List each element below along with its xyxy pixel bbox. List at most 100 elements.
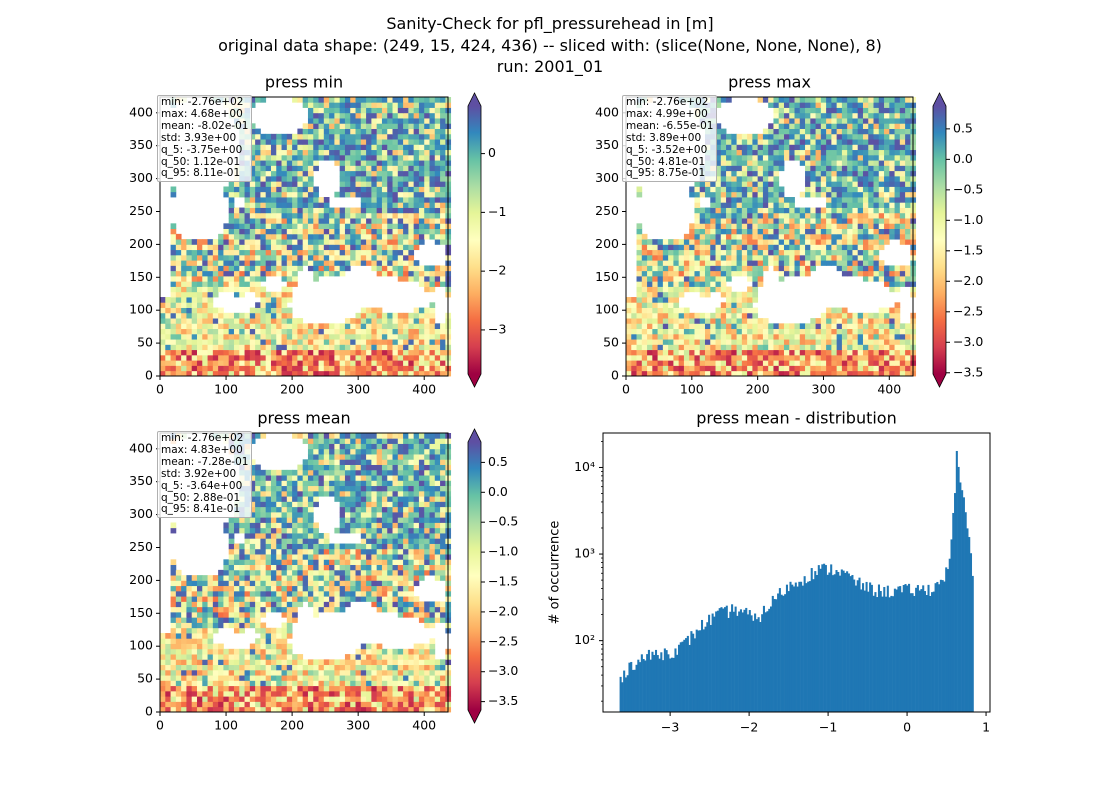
- heatmap-cell: [292, 696, 298, 702]
- heatmap-cell: [429, 328, 436, 335]
- heatmap-cell: [773, 165, 780, 172]
- heatmap-cell: [170, 318, 177, 324]
- heatmap-cell: [862, 207, 869, 214]
- heatmap-cell: [313, 191, 319, 198]
- heatmap-cell: [323, 675, 330, 681]
- heatmap-cell: [789, 118, 795, 124]
- heatmap-cell: [186, 360, 193, 366]
- heatmap-cell: [741, 197, 748, 203]
- heatmap-cell: [847, 212, 853, 219]
- heatmap-cell: [862, 128, 869, 135]
- heatmap-cell: [318, 344, 325, 351]
- heatmap-cell: [878, 139, 885, 145]
- heatmap-cell: [636, 260, 643, 266]
- heatmap-cell: [773, 191, 780, 198]
- heatmap-cell: [710, 339, 716, 345]
- heatmap-cell: [191, 260, 198, 266]
- heatmap-cell: [673, 291, 680, 298]
- heatmap-cell: [355, 218, 362, 224]
- heatmap-cell: [418, 680, 425, 687]
- heatmap-cell: [636, 344, 643, 351]
- heatmap-cell: [376, 233, 383, 240]
- heatmap-cell: [768, 349, 774, 356]
- heatmap-cell: [286, 249, 293, 256]
- heatmap-cell: [868, 254, 874, 261]
- heatmap-cell: [228, 228, 235, 235]
- heatmap-cell: [281, 659, 288, 666]
- heatmap-cell: [387, 318, 393, 324]
- heatmap-cell: [376, 328, 383, 335]
- heatmap-cell: [868, 265, 874, 272]
- heatmap-cell: [297, 344, 304, 351]
- heatmap-cell: [683, 249, 690, 256]
- heatmap-cell: [397, 664, 404, 671]
- heatmap-cell: [905, 191, 911, 198]
- heatmap-cell: [408, 370, 415, 377]
- heatmap-cell: [281, 318, 288, 324]
- heatmap-cell: [175, 706, 182, 713]
- heatmap-cell: [647, 302, 653, 308]
- heatmap-cell: [371, 244, 378, 251]
- heatmap-cell: [307, 165, 314, 172]
- heatmap-cell: [376, 239, 383, 245]
- heatmap-cell: [657, 333, 664, 340]
- heatmap-cell: [641, 265, 648, 272]
- heatmap-cell: [794, 365, 801, 372]
- heatmap-cell: [652, 344, 658, 351]
- heatmap-cell: [387, 664, 393, 671]
- heatmap-cell: [905, 107, 911, 114]
- heatmap-cell: [884, 207, 890, 214]
- heatmap-cell: [715, 275, 722, 282]
- heatmap-cell: [165, 339, 171, 345]
- heatmap-cell: [720, 349, 727, 356]
- heatmap-cell: [413, 97, 420, 103]
- heatmap-cell: [836, 149, 843, 156]
- heatmap-cell: [202, 365, 208, 372]
- heatmap-cell: [392, 701, 399, 708]
- heatmap-cell: [857, 175, 864, 182]
- heatmap-cell: [339, 112, 346, 119]
- heatmap-cell: [820, 328, 827, 335]
- heatmap-cell: [249, 239, 256, 245]
- heatmap-cell: [276, 370, 282, 377]
- heatmap-cell: [276, 186, 282, 193]
- heatmap-cell: [636, 297, 643, 303]
- heatmap-cell: [418, 328, 425, 335]
- heatmap-cell: [884, 128, 890, 135]
- heatmap-cell: [323, 139, 330, 145]
- heatmap-cell: [434, 675, 441, 681]
- heatmap-cell: [276, 318, 282, 324]
- heatmap-cell: [889, 154, 895, 161]
- heatmap-cell: [424, 160, 430, 166]
- heatmap-cell: [181, 344, 187, 351]
- heatmap-cell: [424, 680, 430, 687]
- heatmap-cell: [165, 349, 171, 356]
- heatmap-cell: [768, 154, 774, 161]
- heatmap-cell: [831, 328, 838, 335]
- heatmap-cell: [884, 370, 890, 377]
- heatmap-cell: [820, 254, 827, 261]
- heatmap-cell: [704, 344, 711, 351]
- heatmap-cell: [418, 191, 425, 198]
- heatmap-cell: [334, 675, 341, 681]
- heatmap-cell: [857, 239, 864, 245]
- heatmap-cell: [265, 207, 272, 214]
- heatmap-cell: [408, 249, 415, 256]
- heatmap-cell: [884, 223, 890, 230]
- heatmap-cell: [689, 281, 695, 287]
- heatmap-cell: [704, 207, 711, 214]
- heatmap-cell: [376, 128, 383, 135]
- heatmap-cell: [302, 260, 309, 266]
- heatmap-cell: [424, 223, 430, 230]
- heatmap-cell: [862, 244, 869, 251]
- heatmap-cell: [286, 260, 293, 266]
- heatmap-cell: [889, 223, 895, 230]
- heatmap-cell: [371, 701, 378, 708]
- heatmap-cell: [668, 360, 674, 366]
- heatmap-cell: [873, 349, 880, 356]
- heatmap-cell: [418, 133, 425, 140]
- heatmap-cell: [270, 144, 277, 151]
- heatmap-cell: [387, 690, 393, 697]
- heatmap-cell: [873, 144, 880, 151]
